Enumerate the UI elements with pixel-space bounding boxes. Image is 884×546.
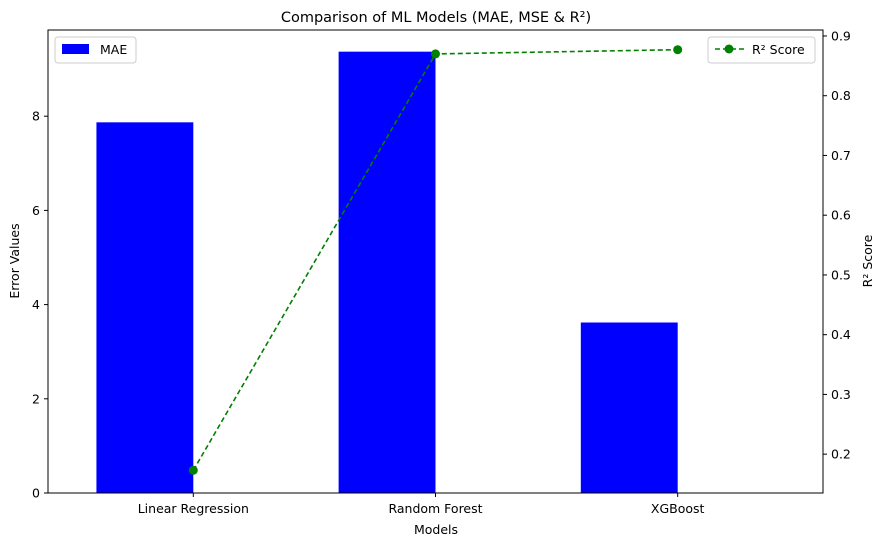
y2-axis-label: R² Score — [860, 234, 875, 287]
legend-r2-label: R² Score — [752, 42, 805, 57]
r2-point-2 — [673, 45, 683, 55]
y-tick-label-1: 2 — [32, 391, 40, 406]
line-layer — [188, 45, 683, 475]
bars-layer — [96, 51, 678, 494]
x-tick-label-1: Random Forest — [388, 501, 482, 516]
chart-title: Comparison of ML Models (MAE, MSE & R²) — [281, 10, 591, 26]
y2-tick-label-3: 0.5 — [831, 267, 851, 282]
legend-right: R² Score — [707, 36, 816, 64]
y-axis-label: Error Values — [7, 223, 22, 298]
y2-tick-label-5: 0.7 — [831, 148, 851, 163]
y2-tick-label-1: 0.3 — [831, 387, 851, 402]
bar-mae-1 — [338, 51, 436, 494]
legend-mae-label: MAE — [100, 42, 127, 57]
legend-left: MAE — [54, 36, 137, 64]
legend-mae-swatch — [62, 44, 89, 54]
bar-mae-2 — [580, 322, 678, 493]
y2-tick-label-0: 0.2 — [831, 447, 851, 462]
x-tick-label-0: Linear Regression — [138, 501, 249, 516]
r2-point-1 — [431, 49, 440, 59]
y2-tick-label-6: 0.8 — [831, 88, 851, 103]
y-tick-label-3: 6 — [32, 203, 40, 218]
x-axis-label: Models — [414, 522, 458, 537]
ticks-layer: 0 2 4 6 8 0.2 0.3 0.4 0.5 0.6 0.7 0.8 0.9 Linear Regr… — [32, 28, 851, 516]
y-tick-label-0: 0 — [32, 486, 40, 501]
y2-tick-label-4: 0.6 — [831, 208, 851, 223]
y-tick-label-4: 8 — [32, 109, 40, 124]
y-tick-label-2: 4 — [32, 297, 40, 312]
y2-tick-label-2: 0.4 — [831, 327, 851, 342]
y2-tick-label-7: 0.9 — [831, 28, 851, 43]
x-tick-label-2: XGBoost — [651, 501, 705, 516]
bar-mae-0 — [96, 122, 194, 493]
legend-r2-marker — [724, 44, 734, 54]
r2-point-0 — [188, 465, 198, 475]
legend-right-frame — [707, 36, 816, 64]
legend-left-frame — [54, 36, 137, 64]
